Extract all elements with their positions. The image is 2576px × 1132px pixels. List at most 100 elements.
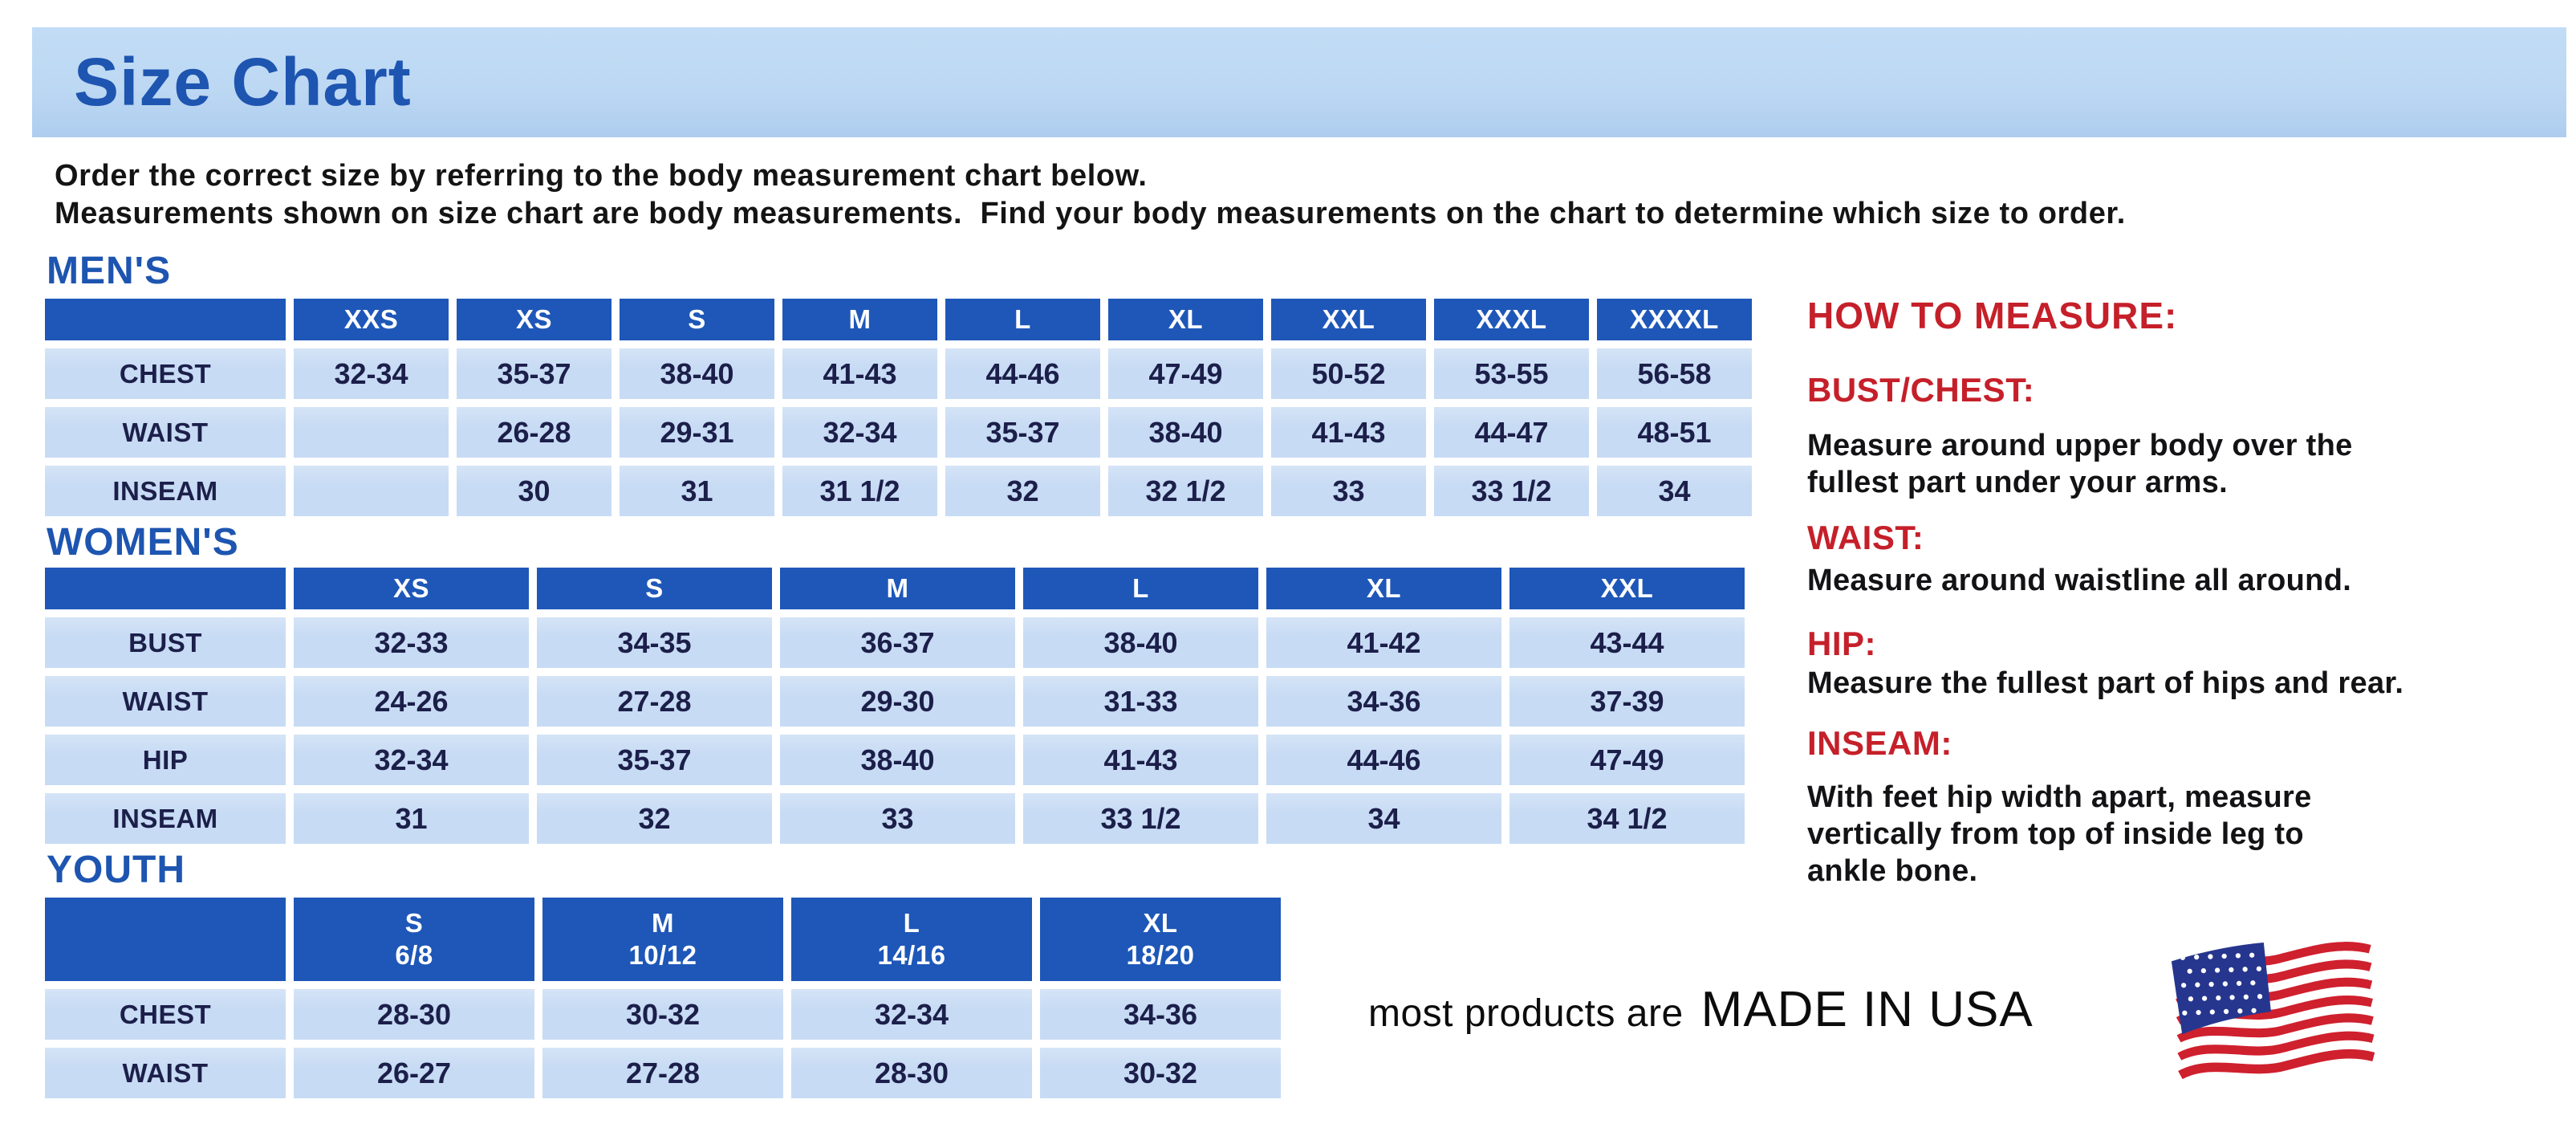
column-header-xxs: XXS — [294, 299, 449, 340]
column-header-m: M — [782, 299, 937, 340]
how-to-measure-title: HOW TO MEASURE: — [1807, 295, 2178, 336]
column-header-xxxxl: XXXXL — [1597, 299, 1752, 340]
size-value-cell: 29-30 — [780, 676, 1015, 727]
size-value-cell: 34-36 — [1266, 676, 1501, 727]
row-label-bust: BUST — [45, 617, 286, 668]
section-heading-womens: WOMEN'S — [47, 521, 239, 564]
row-label-inseam: INSEAM — [45, 466, 286, 516]
measure-desc-waist: Measure around waistline all around. — [1807, 564, 2352, 597]
size-value-cell: 33 1/2 — [1434, 466, 1589, 516]
size-value-cell: 32 1/2 — [1108, 466, 1263, 516]
column-header-l: L — [1023, 568, 1258, 609]
section-heading-youth: YOUTH — [47, 849, 185, 891]
size-value-cell: 34 — [1266, 793, 1501, 844]
size-value-cell-empty — [294, 466, 449, 516]
size-value-cell: 41-42 — [1266, 617, 1501, 668]
size-value-cell: 34 1/2 — [1509, 793, 1745, 844]
size-value-cell: 35-37 — [457, 348, 611, 399]
column-header-xs: XS — [457, 299, 611, 340]
size-value-cell: 31-33 — [1023, 676, 1258, 727]
column-header-xl-18-20: XL 18/20 — [1040, 898, 1281, 981]
section-heading-mens: MEN'S — [47, 250, 172, 292]
intro-text: Order the correct size by referring to t… — [55, 157, 2126, 233]
us-flag-icon — [2171, 942, 2375, 1080]
size-value-cell: 34-35 — [537, 617, 772, 668]
page-banner: Size Chart — [32, 27, 2566, 137]
measure-desc-bust-chest: Measure around upper body over the fulle… — [1807, 429, 2353, 499]
measure-term-bust-chest: BUST/CHEST: — [1807, 371, 2035, 409]
size-value-cell: 44-46 — [945, 348, 1100, 399]
size-value-cell: 37-39 — [1509, 676, 1745, 727]
size-value-cell: 38-40 — [1023, 617, 1258, 668]
size-value-cell: 47-49 — [1509, 735, 1745, 785]
womens-size-table: XS S M L XL XXL BUST 32-33 34-35 36-37 38-40 41-42 4… — [45, 568, 1745, 844]
size-value-cell: 30 — [457, 466, 611, 516]
column-header-xl: XL — [1108, 299, 1263, 340]
size-value-cell: 32 — [537, 793, 772, 844]
row-label-chest: CHEST — [45, 348, 286, 399]
size-value-cell: 41-43 — [782, 348, 937, 399]
measure-desc-hip: Measure the fullest part of hips and rea… — [1807, 666, 2404, 700]
size-value-cell: 34 — [1597, 466, 1752, 516]
size-value-cell: 44-46 — [1266, 735, 1501, 785]
size-value-cell: 31 — [294, 793, 529, 844]
size-value-cell: 38-40 — [1108, 407, 1263, 458]
size-value-cell: 38-40 — [620, 348, 774, 399]
measure-desc-inseam: With feet hip width apart, measure verti… — [1807, 780, 2312, 888]
size-value-cell: 28-30 — [791, 1048, 1032, 1098]
column-header-s: S — [620, 299, 774, 340]
footer-made-in-usa-text: MADE IN USA — [1700, 982, 2034, 1037]
size-value-cell: 31 1/2 — [782, 466, 937, 516]
size-value-cell: 41-43 — [1271, 407, 1426, 458]
intro-line-1: Order the correct size by referring to t… — [55, 159, 1148, 193]
measure-term-inseam: INSEAM: — [1807, 724, 1952, 762]
table-corner-cell — [45, 898, 286, 981]
size-value-cell: 26-27 — [294, 1048, 534, 1098]
size-value-cell: 32-34 — [294, 348, 449, 399]
column-header-xxl: XXL — [1509, 568, 1745, 609]
column-header-xxxl: XXXL — [1434, 299, 1589, 340]
size-value-cell: 30-32 — [542, 989, 783, 1040]
column-header-s-6-8: S 6/8 — [294, 898, 534, 981]
size-value-cell: 31 — [620, 466, 774, 516]
size-value-cell: 34-36 — [1040, 989, 1281, 1040]
size-value-cell: 53-55 — [1434, 348, 1589, 399]
size-value-cell: 24-26 — [294, 676, 529, 727]
size-value-cell: 43-44 — [1509, 617, 1745, 668]
size-value-cell: 56-58 — [1597, 348, 1752, 399]
measure-term-hip: HIP: — [1807, 625, 1876, 662]
size-value-cell: 32-34 — [294, 735, 529, 785]
column-header-xl: XL — [1266, 568, 1501, 609]
made-in-usa-note: most products are MADE IN USA — [1368, 981, 2034, 1038]
page-title: Size Chart — [74, 44, 412, 120]
row-label-inseam: INSEAM — [45, 793, 286, 844]
size-value-cell: 32-34 — [791, 989, 1032, 1040]
size-value-cell-empty — [294, 407, 449, 458]
size-value-cell: 47-49 — [1108, 348, 1263, 399]
column-header-l: L — [945, 299, 1100, 340]
size-value-cell: 27-28 — [542, 1048, 783, 1098]
size-value-cell: 33 — [780, 793, 1015, 844]
size-value-cell: 36-37 — [780, 617, 1015, 668]
column-header-s: S — [537, 568, 772, 609]
size-value-cell: 35-37 — [945, 407, 1100, 458]
size-value-cell: 44-47 — [1434, 407, 1589, 458]
size-value-cell: 50-52 — [1271, 348, 1426, 399]
size-value-cell: 27-28 — [537, 676, 772, 727]
size-value-cell: 35-37 — [537, 735, 772, 785]
size-value-cell: 38-40 — [780, 735, 1015, 785]
row-label-chest: CHEST — [45, 989, 286, 1040]
youth-size-table: S 6/8 M 10/12 L 14/16 XL 18/20 CHEST 28-30 30-… — [45, 898, 1281, 1098]
row-label-waist: WAIST — [45, 407, 286, 458]
size-value-cell: 29-31 — [620, 407, 774, 458]
table-corner-cell — [45, 568, 286, 609]
column-header-m: M — [780, 568, 1015, 609]
size-value-cell: 32 — [945, 466, 1100, 516]
size-value-cell: 33 — [1271, 466, 1426, 516]
size-value-cell: 30-32 — [1040, 1048, 1281, 1098]
column-header-xxl: XXL — [1271, 299, 1426, 340]
mens-size-table: XXS XS S M L XL XXL XXXL XXXXL CHEST 32-34 35-37 38-… — [45, 299, 1752, 516]
column-header-l-14-16: L 14/16 — [791, 898, 1032, 981]
row-label-hip: HIP — [45, 735, 286, 785]
row-label-waist: WAIST — [45, 1048, 286, 1098]
